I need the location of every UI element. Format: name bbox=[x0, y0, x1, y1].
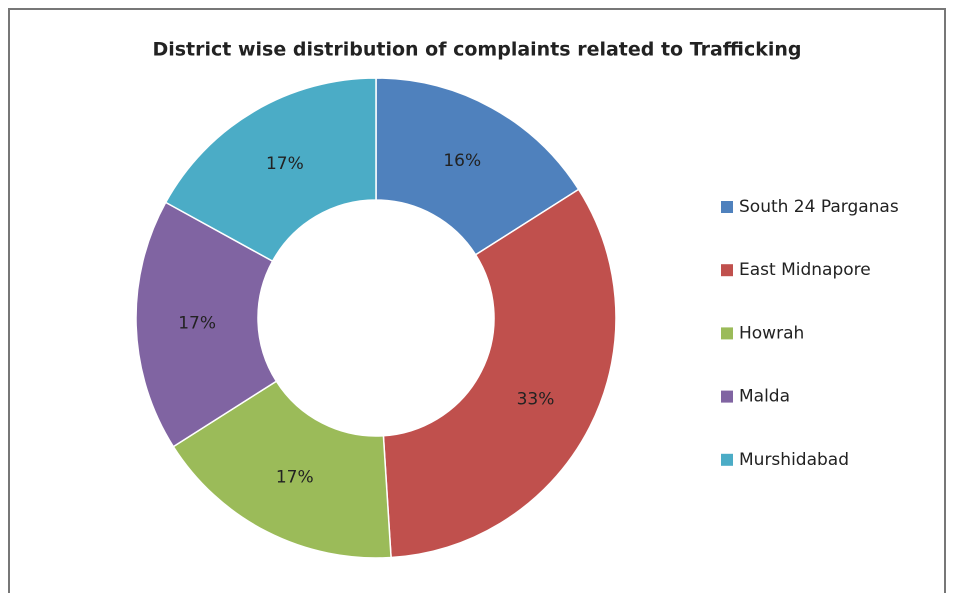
legend-swatch bbox=[721, 390, 733, 403]
legend-label: Howrah bbox=[739, 323, 804, 343]
legend-swatch bbox=[721, 453, 733, 466]
legend-label: South 24 Parganas bbox=[739, 197, 899, 217]
legend-swatch bbox=[721, 264, 733, 277]
chart-frame bbox=[8, 8, 946, 593]
legend-swatch bbox=[721, 201, 733, 213]
legend-label: East Midnapore bbox=[739, 260, 871, 280]
data-label: 17% bbox=[266, 154, 304, 174]
donut-slice bbox=[382, 188, 617, 559]
data-label: 16% bbox=[443, 151, 481, 171]
legend-label: Murshidabad bbox=[739, 450, 849, 470]
data-label: 17% bbox=[178, 314, 216, 334]
data-label: 17% bbox=[276, 467, 314, 487]
legend-swatch bbox=[721, 327, 733, 340]
chart-title: District wise distribution of complaints… bbox=[152, 39, 801, 61]
donut-slice bbox=[164, 77, 377, 263]
donut-slice bbox=[135, 201, 278, 448]
donut-slice bbox=[172, 380, 392, 559]
legend-label: Malda bbox=[739, 387, 790, 407]
donut-slice bbox=[375, 77, 580, 256]
data-label: 33% bbox=[517, 389, 555, 409]
